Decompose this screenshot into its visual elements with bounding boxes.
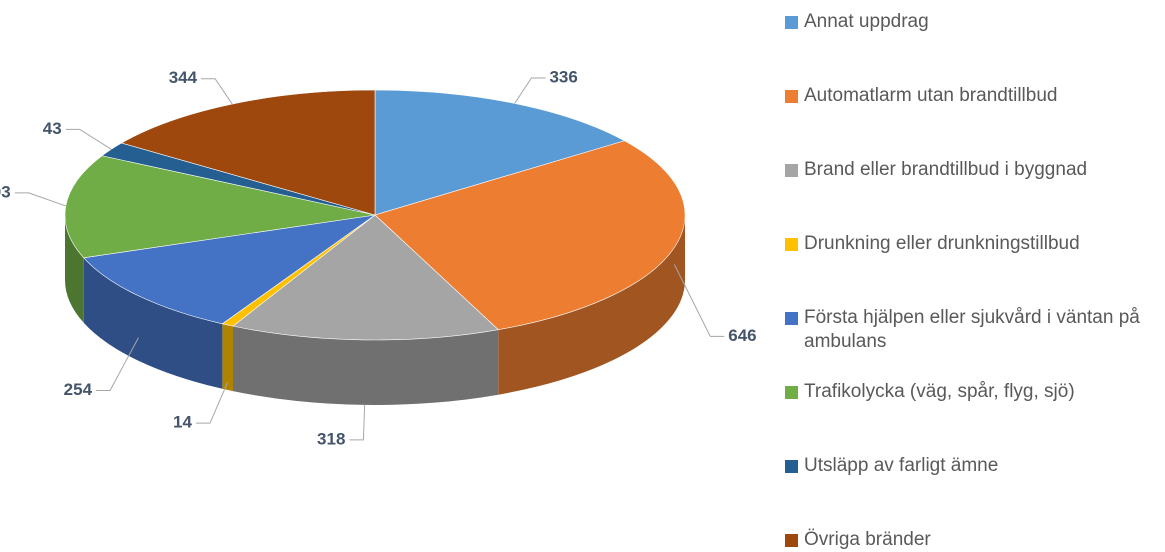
data-label: 254 <box>64 380 93 399</box>
slice-side <box>222 323 233 392</box>
slice <box>83 214 376 325</box>
legend-swatch <box>785 90 798 103</box>
legend-swatch <box>785 460 798 473</box>
legend-swatch <box>785 16 798 29</box>
legend-label: Trafikolycka (väg, spår, flyg, sjö) <box>804 381 1075 402</box>
legend-swatch <box>785 534 798 547</box>
leader-line <box>514 77 546 104</box>
leader-line <box>201 78 233 105</box>
legend-label: Utsläpp av farligt ämne <box>804 455 999 476</box>
slice-side <box>498 215 685 395</box>
leader-line <box>14 192 66 207</box>
chart: 336 646 318 14 254 303 43 344 <box>0 68 757 449</box>
leader-line <box>195 381 229 424</box>
leader-line <box>349 404 366 441</box>
legend-swatch <box>785 386 798 399</box>
legend-label: Automatlarm utan brandtillbud <box>804 85 1058 106</box>
legend-item: Automatlarm utan brandtillbud <box>785 84 1057 108</box>
slice <box>120 89 376 216</box>
slice-side <box>83 257 223 389</box>
legend-item: Annat uppdrag <box>785 10 929 34</box>
slice <box>232 214 499 341</box>
legend-label: Övriga bränder <box>804 529 931 550</box>
data-label: 344 <box>169 68 198 87</box>
data-label: 318 <box>317 429 345 448</box>
data-label: 336 <box>549 68 577 87</box>
slice-side <box>65 215 84 323</box>
legend-label: Drunkning eller drunkningstillbud <box>804 233 1080 254</box>
leader-line <box>96 337 139 391</box>
legend-item: Trafikolycka (väg, spår, flyg, sjö) <box>785 380 1075 404</box>
leader-line <box>673 264 725 337</box>
legend-item: Drunkning eller drunkningstillbud <box>785 232 1080 256</box>
legend-swatch <box>785 238 798 251</box>
data-label: 646 <box>728 326 756 345</box>
legend-item: Utsläpp av farligt ämne <box>785 454 998 478</box>
slice <box>374 140 686 331</box>
legend-item: Övriga bränder <box>785 528 931 552</box>
slice <box>374 89 626 216</box>
leader-line <box>65 128 112 150</box>
legend-item: Brand eller brandtillbud i byggnad <box>785 158 1087 182</box>
legend-item: Första hjälpen eller sjukvård i väntan p… <box>785 306 1160 354</box>
legend-swatch <box>785 312 798 325</box>
data-label: 303 <box>0 182 11 201</box>
data-label: 14 <box>173 413 192 432</box>
legend-label: Brand eller brandtillbud i byggnad <box>804 159 1088 180</box>
legend-swatch <box>785 164 798 177</box>
slice-side <box>232 326 499 405</box>
data-label: 43 <box>43 119 62 138</box>
legend-label: Annat uppdrag <box>804 11 929 32</box>
legend-label: Första hjälpen eller sjukvård i väntan p… <box>804 307 1140 352</box>
